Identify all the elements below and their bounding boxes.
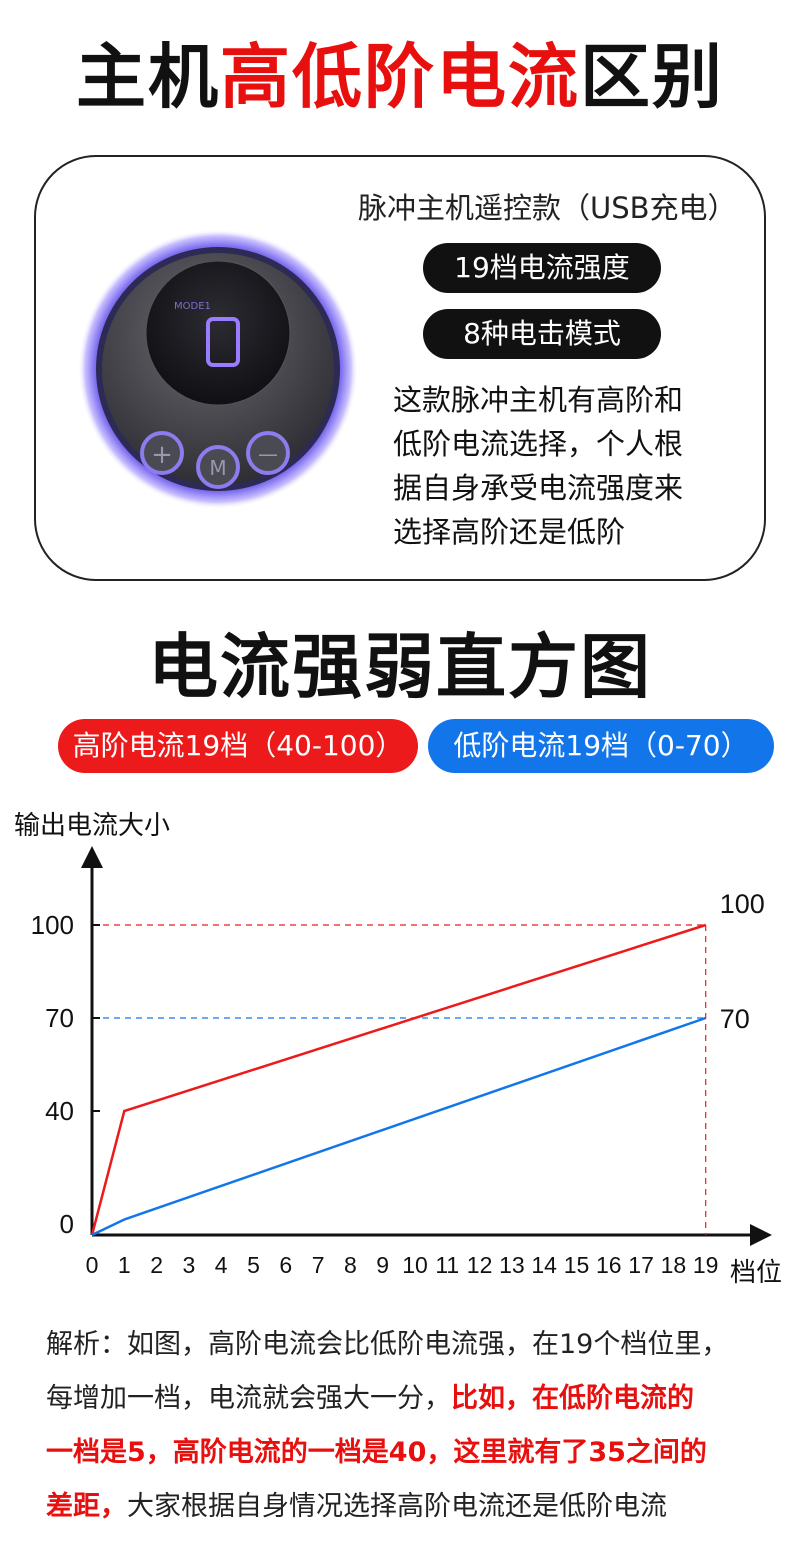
plus-button-label: +	[151, 440, 173, 470]
analysis-text: 解析：如图，高阶电流会比低阶电流强，在19个档位里， 每增加一档，电流就会强大一…	[46, 1318, 766, 1534]
mode-button[interactable]	[196, 445, 240, 489]
x-tick-label: 9	[376, 1252, 389, 1278]
y-axis-arrow	[81, 846, 103, 868]
data-label: 100	[720, 889, 765, 919]
y-tick-label: 70	[45, 1003, 74, 1033]
shock-modes-badge: 8种电击模式	[423, 309, 661, 359]
x-tick-label: 6	[279, 1252, 292, 1278]
remote-device-image: MODE1 + M —	[78, 229, 358, 509]
screen-mode-label: MODE1	[174, 301, 211, 312]
x-tick-label: 5	[247, 1252, 260, 1278]
minus-button[interactable]	[246, 431, 290, 475]
x-tick-label: 7	[312, 1252, 325, 1278]
analysis-line-1: 解析：如图，高阶电流会比低阶电流强，在19个档位里，	[46, 1329, 729, 1360]
screen-digit-zero	[206, 317, 240, 367]
x-tick-label: 10	[402, 1252, 428, 1278]
description-line: 选择高阶还是低阶	[393, 515, 626, 549]
x-tick-label: 17	[628, 1252, 654, 1278]
x-tick-label: 11	[435, 1252, 459, 1278]
description-line: 低阶电流选择，个人根	[393, 427, 684, 461]
analysis-line-2: 每增加一档，电流就会强大一分，比如，在低阶电流的	[46, 1372, 766, 1426]
x-axis-label: 档位	[730, 1257, 782, 1287]
y-tick-label: 100	[31, 910, 74, 940]
series-line-high	[90, 923, 707, 1236]
analysis-line-2-highlight: 比如，在低阶电流的	[451, 1383, 694, 1414]
product-card	[34, 155, 766, 581]
series-line-low	[91, 1016, 707, 1237]
title-part-2: 高低阶电流	[220, 36, 580, 118]
mode-button-label: M	[209, 456, 226, 480]
x-tick-label: 0	[86, 1252, 99, 1278]
x-axis-arrow	[750, 1224, 772, 1246]
title-part-1: 主机	[76, 36, 220, 118]
y-axis-label: 输出电流大小	[14, 810, 170, 840]
y-tick-label: 40	[45, 1096, 74, 1126]
analysis-line-4-normal: 大家根据自身情况选择高阶电流还是低阶电流	[127, 1491, 667, 1522]
description-line: 据自身承受电流强度来	[393, 471, 684, 505]
x-tick-label: 19	[693, 1252, 719, 1278]
page-title: 主机高低阶电流区别	[0, 42, 800, 112]
analysis-line-3-highlight: 一档是5，高阶电流的一档是40，这里就有了35之间的	[46, 1437, 707, 1468]
x-tick-label: 1	[118, 1252, 131, 1278]
legend-low-current: 低阶电流19档（0-70）	[428, 719, 774, 773]
current-levels-badge: 19档电流强度	[423, 243, 661, 293]
y-tick-label: 0	[60, 1209, 74, 1239]
x-tick-label: 2	[150, 1252, 163, 1278]
plus-button[interactable]	[140, 431, 184, 475]
x-tick-label: 12	[467, 1252, 493, 1278]
analysis-line-2-normal: 每增加一档，电流就会强大一分，	[46, 1383, 451, 1414]
chart-section-title: 电流强弱直方图	[148, 626, 652, 708]
description-line: 这款脉冲主机有高阶和	[393, 383, 684, 417]
x-tick-label: 8	[344, 1252, 357, 1278]
data-label: 70	[720, 1004, 750, 1034]
analysis-line-4-highlight: 差距，	[46, 1491, 127, 1522]
x-tick-label: 4	[215, 1252, 228, 1278]
legend-high-current: 高阶电流19档（40-100）	[58, 719, 418, 773]
product-card-title: 脉冲主机遥控款（USB充电）	[358, 191, 737, 225]
x-tick-label: 16	[596, 1252, 622, 1278]
x-tick-label: 15	[564, 1252, 590, 1278]
product-description: 这款脉冲主机有高阶和 低阶电流选择，个人根 据自身承受电流强度来 选择高阶还是低…	[393, 378, 723, 554]
x-tick-label: 13	[499, 1252, 525, 1278]
x-tick-label: 14	[531, 1252, 557, 1278]
title-part-3: 区别	[580, 36, 724, 118]
analysis-line-4: 差距，大家根据自身情况选择高阶电流还是低阶电流	[46, 1480, 766, 1534]
minus-button-label: —	[258, 442, 278, 466]
x-tick-label: 3	[183, 1252, 196, 1278]
x-tick-label: 18	[661, 1252, 687, 1278]
